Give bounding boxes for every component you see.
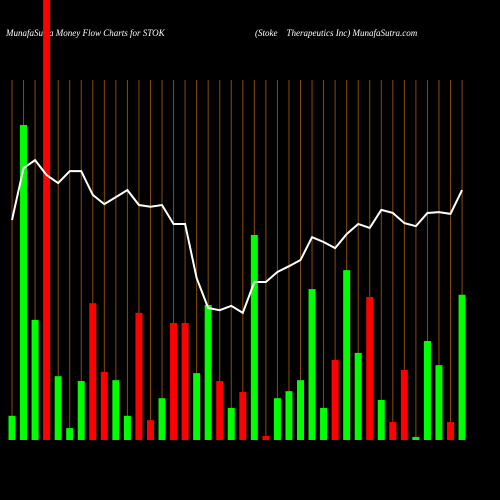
bar (354, 352, 362, 440)
chart-title: MunafaSutra Money Flow Charts for STOK (5, 28, 166, 38)
bar (112, 380, 120, 440)
bar (100, 371, 108, 440)
bar (308, 289, 316, 440)
bar (77, 381, 85, 440)
bar (320, 407, 328, 440)
bar (447, 421, 455, 440)
bar (366, 297, 374, 440)
bar (400, 370, 408, 440)
bar (204, 304, 212, 440)
money-flow-line (11, 158, 463, 315)
bar (193, 373, 201, 440)
bar (435, 365, 443, 440)
bar (262, 436, 270, 440)
chart-subtitle: (Stoke Therapeutics Inc) MunafaSutra.com (255, 28, 418, 38)
bar (297, 380, 304, 440)
bar (181, 322, 189, 440)
bar (43, 0, 51, 440)
bar (227, 407, 235, 440)
bar (331, 359, 339, 440)
bar (285, 391, 293, 440)
bar (158, 398, 166, 440)
bar (423, 341, 431, 440)
bar (20, 124, 28, 441)
bar (123, 415, 131, 440)
bar (239, 392, 247, 440)
bar (343, 270, 351, 440)
bar (146, 420, 154, 440)
bar (8, 415, 16, 440)
bar (54, 376, 62, 440)
bar (389, 421, 397, 440)
bar (412, 436, 420, 440)
bar (216, 381, 224, 440)
bar (89, 303, 97, 440)
bar (250, 234, 258, 440)
bar (170, 322, 178, 440)
bar (377, 399, 385, 440)
bar (458, 294, 466, 440)
bar (66, 428, 74, 440)
bar (135, 312, 143, 440)
bar (31, 319, 39, 440)
bar (273, 398, 281, 440)
